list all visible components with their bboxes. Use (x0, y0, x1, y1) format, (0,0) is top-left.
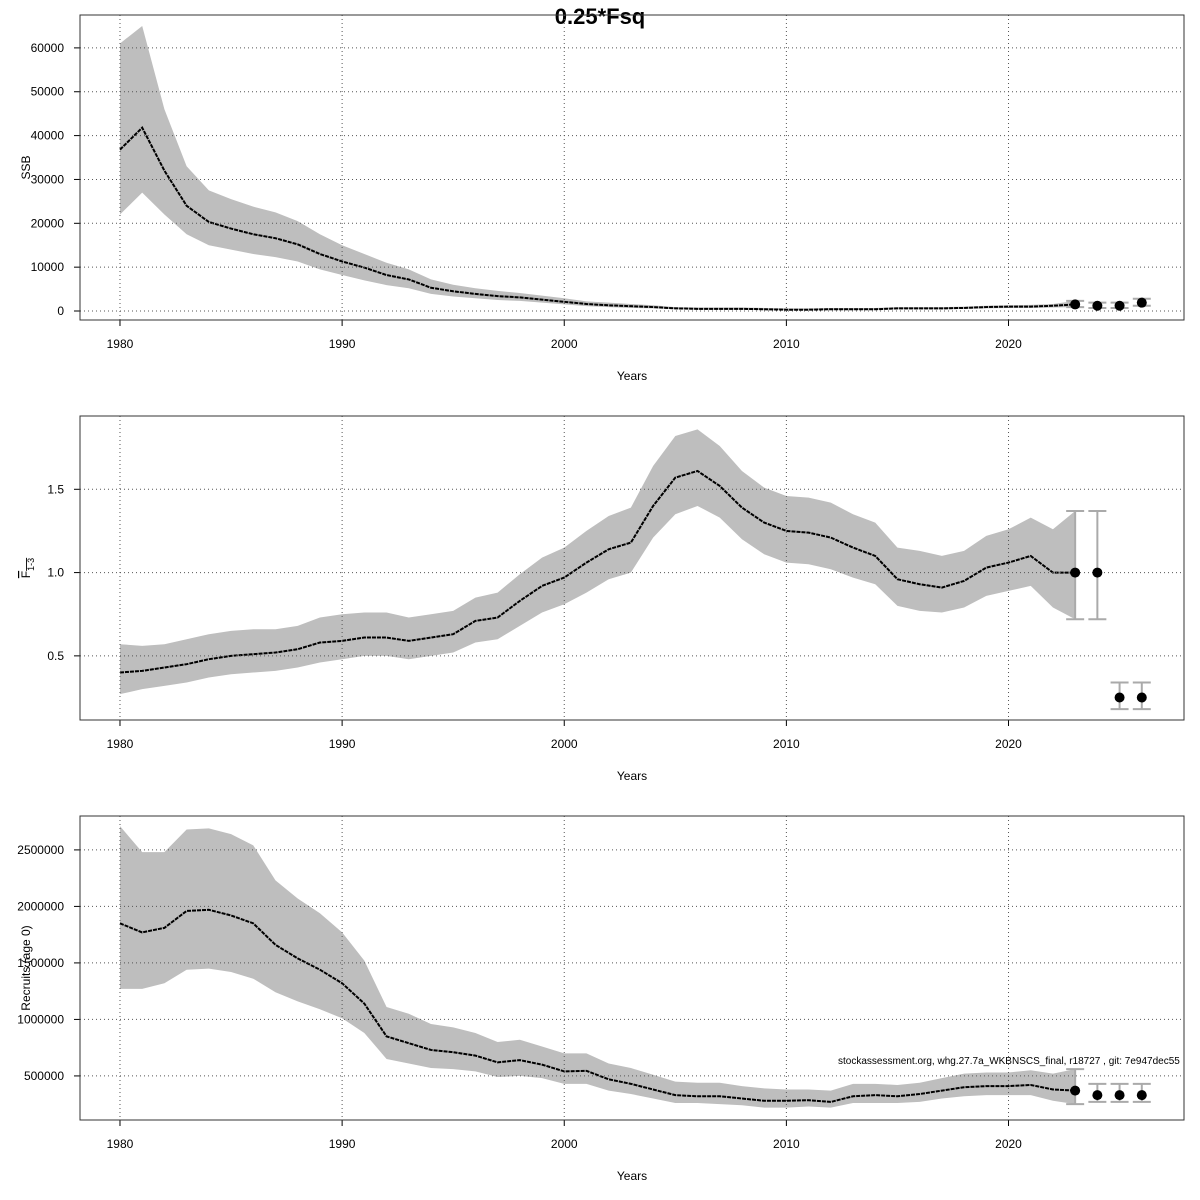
confidence-band (119, 826, 1076, 1108)
y-axis-label: SSB (19, 155, 33, 179)
x-axis-label: Years (617, 369, 647, 383)
y-tick-label: 30000 (31, 172, 65, 186)
plot-area (119, 826, 1076, 1108)
forecast-point (1114, 1090, 1125, 1101)
forecast-point (1092, 300, 1103, 311)
y-tick-label: 1000000 (17, 1012, 64, 1026)
x-tick-label: 1980 (107, 337, 134, 351)
x-tick-label: 2010 (773, 1137, 800, 1151)
y-tick-label: 0.5 (47, 649, 64, 663)
x-tick-label: 2010 (773, 337, 800, 351)
x-tick-label: 1990 (329, 337, 356, 351)
y-tick-label: 1.5 (47, 482, 64, 496)
plot-area (119, 429, 1076, 695)
forecast-point (1092, 567, 1103, 578)
forecast-point (1092, 1090, 1103, 1101)
x-tick-label: 1980 (107, 737, 134, 751)
forecast-point (1136, 297, 1147, 308)
y-tick-label: 50000 (31, 85, 65, 99)
plot-frame (79, 415, 1185, 721)
x-tick-label: 1980 (107, 1137, 134, 1151)
x-tick-label: 1990 (329, 1137, 356, 1151)
y-tick-label: 1500000 (17, 956, 64, 970)
y-tick-label: 10000 (31, 260, 65, 274)
x-tick-label: 2020 (995, 337, 1022, 351)
forecast-point (1070, 1085, 1081, 1096)
x-tick-label: 2020 (995, 1137, 1022, 1151)
y-tick-label: 2500000 (17, 843, 64, 857)
forecast-point (1070, 567, 1081, 578)
x-axis-label: Years (617, 769, 647, 783)
x-tick-label: 2020 (995, 737, 1022, 751)
x-tick-label: 2010 (773, 737, 800, 751)
forecast-point (1136, 692, 1147, 703)
y-tick-label: 40000 (31, 129, 65, 143)
x-axis-label: Years (617, 1169, 647, 1183)
x-tick-label: 1990 (329, 737, 356, 751)
y-tick-label: 0 (57, 304, 64, 318)
y-axis-label-main: F (19, 571, 33, 578)
estimate-line (119, 469, 1076, 674)
y-tick-label: 20000 (31, 216, 65, 230)
plot-frame (79, 815, 1185, 1121)
y-tick-label: 2000000 (17, 899, 64, 913)
y-tick-label: 60000 (31, 41, 65, 55)
forecast-point (1136, 1090, 1147, 1101)
estimate-line (119, 908, 1076, 1103)
x-tick-label: 2000 (551, 337, 578, 351)
x-tick-label: 2000 (551, 737, 578, 751)
forecast-point (1114, 692, 1125, 703)
figure-title: 0.25*Fsq (555, 4, 646, 29)
forecast-point (1070, 299, 1081, 310)
x-tick-label: 2000 (551, 1137, 578, 1151)
forecast-point (1114, 300, 1125, 311)
footnote: stockassessment.org, whg.27.7a_WKBNSCS_f… (838, 1056, 1180, 1067)
confidence-band (119, 429, 1076, 695)
estimate-line (119, 126, 1076, 311)
plot-frame (79, 14, 1185, 321)
y-tick-label: 500000 (24, 1069, 64, 1083)
plot-area (119, 25, 1076, 311)
y-axis-label: F1-3 (19, 558, 36, 578)
y-axis-label: Recruits (age 0) (19, 925, 33, 1010)
y-tick-label: 1.0 (47, 566, 64, 580)
y-axis-label-sub: 1-3 (26, 558, 36, 571)
